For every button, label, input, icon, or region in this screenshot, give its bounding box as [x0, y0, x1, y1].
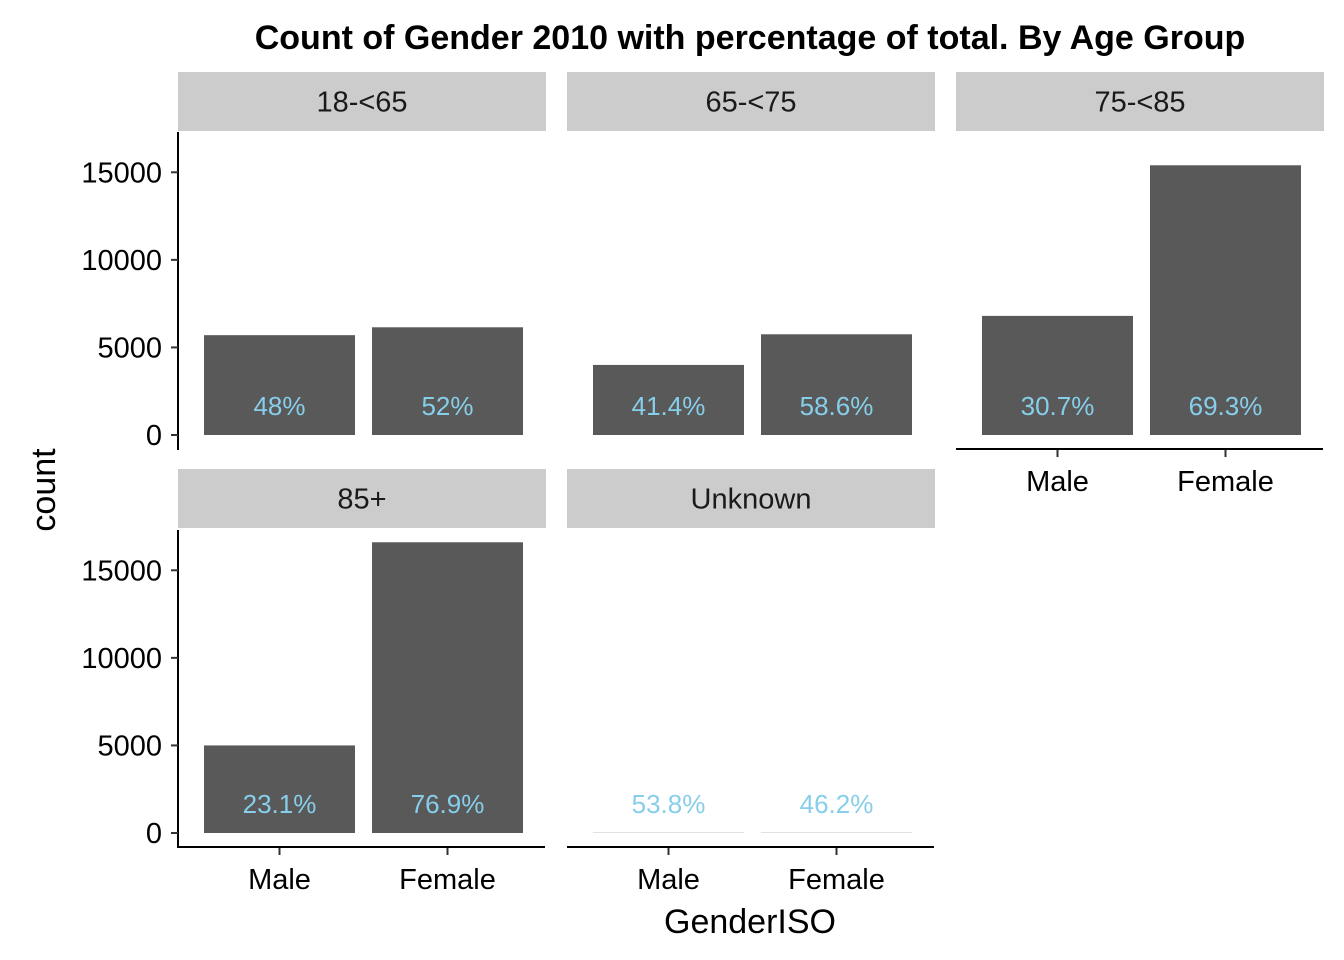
- bar: [372, 327, 523, 435]
- y-tick-label: 10000: [81, 643, 162, 675]
- facet-panel: 65-<75 41.4% 58.6%: [567, 72, 935, 435]
- bar: [204, 745, 355, 833]
- y-tick-label: 10000: [81, 245, 162, 277]
- bar: [1150, 165, 1301, 435]
- y-axis-title: count: [25, 448, 63, 532]
- facet-panel: 75-<85 30.7% 69.3% Male Female: [956, 72, 1324, 498]
- bar: [372, 542, 523, 833]
- bar-percent-label: 48%: [253, 391, 305, 421]
- y-tick-label: 5000: [97, 730, 162, 762]
- facet-strip: [567, 72, 935, 131]
- bar: [761, 334, 912, 435]
- facet-strip: [178, 72, 546, 131]
- y-tick-label: 15000: [81, 157, 162, 189]
- bar: [593, 364, 744, 435]
- y-tick-label: 5000: [97, 332, 162, 364]
- bar: [982, 315, 1133, 435]
- bar-percent-label: 76.9%: [411, 789, 485, 819]
- x-tick-label: Male: [248, 864, 311, 896]
- bar-percent-label: 52%: [421, 391, 473, 421]
- x-tick-label: Male: [637, 864, 700, 896]
- bar-percent-label: 46.2%: [800, 789, 874, 819]
- bar: [204, 335, 355, 435]
- bar-percent-label: 53.8%: [632, 789, 706, 819]
- facet-strip-label: 85+: [337, 484, 386, 516]
- x-tick-label: Female: [788, 864, 885, 896]
- facet-strip-label: Unknown: [691, 484, 812, 516]
- facet-strip-label: 75-<85: [1094, 87, 1185, 119]
- y-tick-label: 0: [146, 818, 162, 850]
- x-tick-label: Male: [1026, 466, 1089, 498]
- x-tick-label: Female: [399, 864, 496, 896]
- bar-percent-label: 23.1%: [243, 789, 317, 819]
- x-axis-title: GenderISO: [664, 903, 836, 941]
- facet-strip: [567, 469, 935, 528]
- facet-strip: [178, 469, 546, 528]
- y-tick-label: 0: [146, 420, 162, 452]
- facet-panel: 18-<65 48% 52% 0 5000 10000 15000: [81, 72, 546, 452]
- facet-panel: 85+ 23.1% 76.9% 0 5000 10000 15000 Male Female: [81, 469, 546, 896]
- facet-panel: Unknown 53.8% 46.2% Male Female: [567, 469, 935, 896]
- facet-strip-label: 18-<65: [316, 87, 407, 119]
- facet-panels: 18-<65 48% 52% 0 5000 10000 15000 65-<75 41.4% 58…: [81, 72, 1324, 896]
- y-tick-label: 15000: [81, 555, 162, 587]
- chart-title: Count of Gender 2010 with percentage of …: [255, 19, 1246, 57]
- bar-percent-label: 58.6%: [800, 391, 874, 421]
- x-tick-label: Female: [1177, 466, 1274, 498]
- bar-percent-label: 30.7%: [1021, 391, 1095, 421]
- facet-strip: [956, 72, 1324, 131]
- bar-percent-label: 69.3%: [1189, 391, 1263, 421]
- facet-strip-label: 65-<75: [705, 87, 796, 119]
- bar-percent-label: 41.4%: [632, 391, 706, 421]
